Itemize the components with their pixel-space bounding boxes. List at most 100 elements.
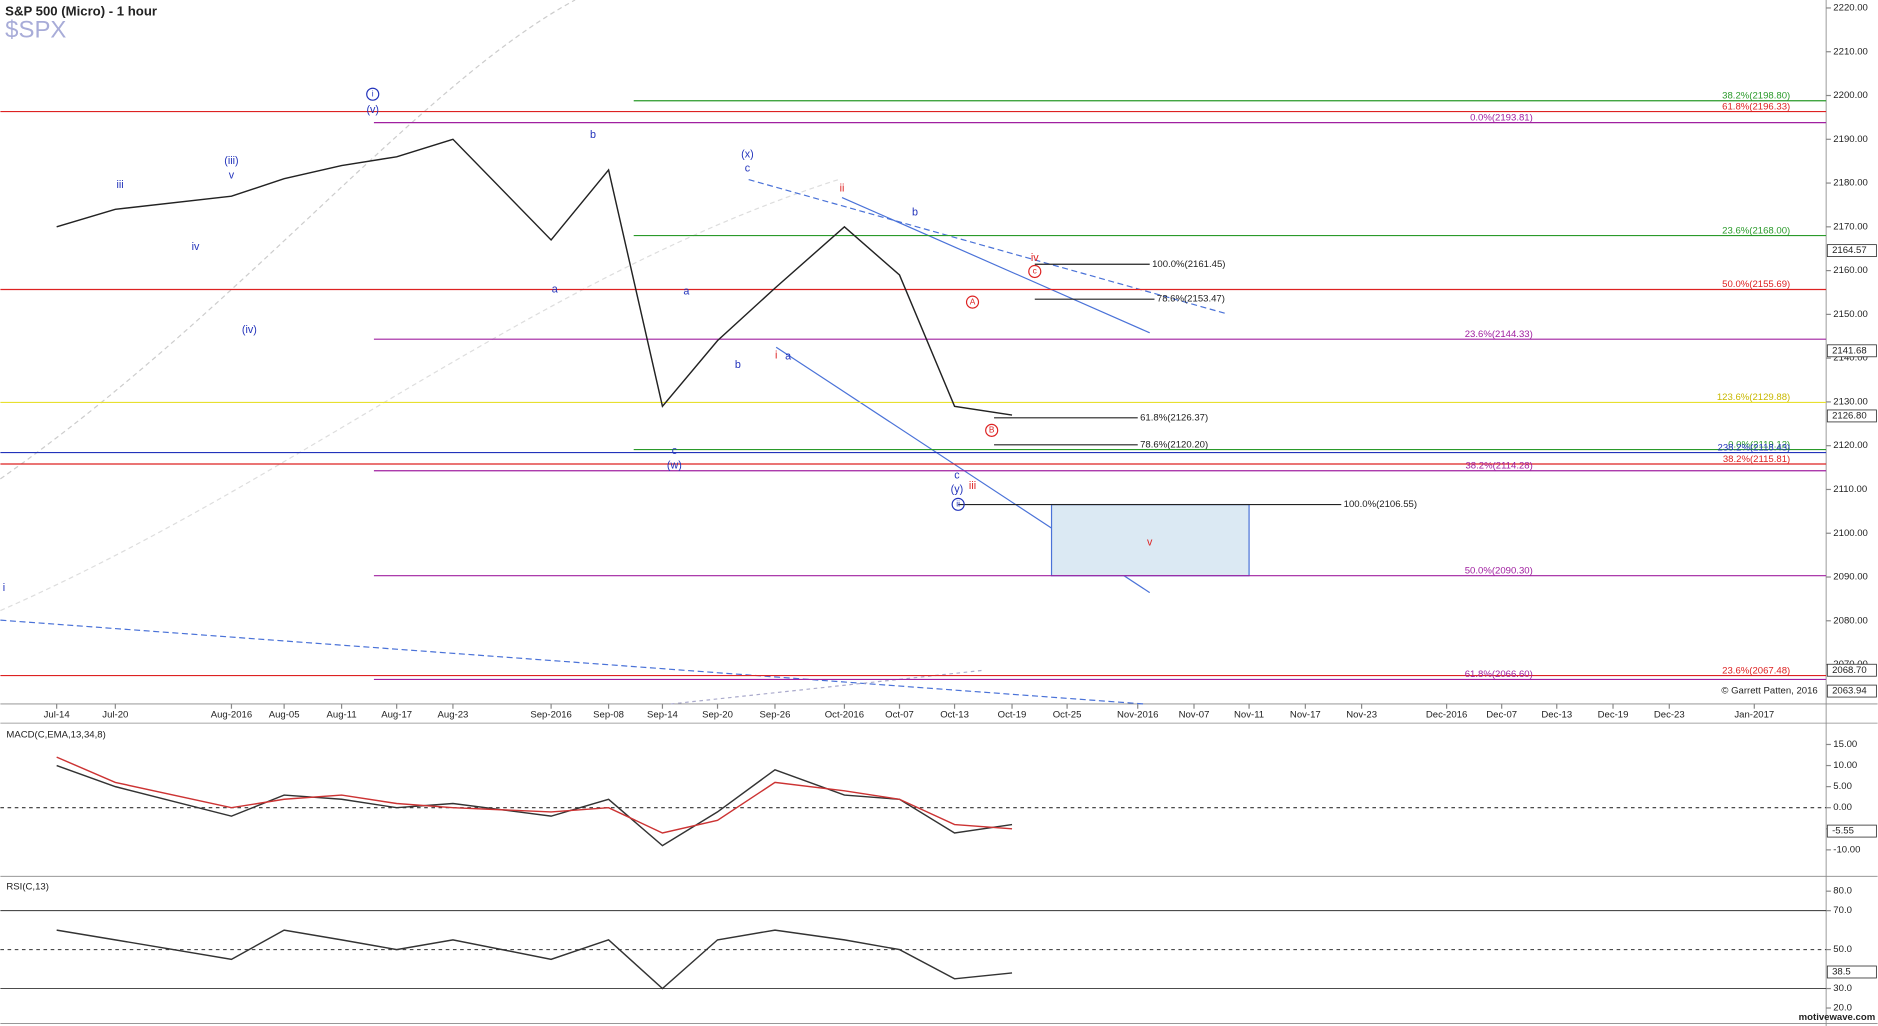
x-tick-label: Aug-23 [438, 709, 469, 720]
wave-label: v [229, 169, 235, 181]
x-tick-label: Nov-2016 [1117, 709, 1158, 720]
series-line [56, 138, 1013, 416]
x-tick-label: Jul-14 [44, 709, 71, 720]
y-tick-label: 2170.00 [1833, 221, 1868, 232]
x-tick-label: Oct-2016 [825, 709, 864, 720]
x-tick-label: Oct-19 [998, 709, 1027, 720]
series-line [56, 756, 1013, 834]
wave-label: c [954, 469, 960, 481]
source: motivewave.com [1799, 1012, 1876, 1023]
x-tick-label: Aug-11 [327, 709, 357, 720]
y-tick-label: 2190.00 [1833, 134, 1868, 145]
wave-circle [1028, 264, 1042, 279]
x-tick-label: Dec-13 [1541, 709, 1572, 720]
wave-label: b [590, 129, 596, 141]
level-label: 238.2%(2118.43) [1718, 442, 1791, 453]
x-tick-label: Dec-07 [1486, 709, 1517, 720]
x-tick-label: Dec-23 [1654, 709, 1685, 720]
wave-label: i [775, 349, 777, 361]
wave-label: (y) [951, 484, 964, 496]
wave-label: (x) [741, 148, 754, 160]
level-label: 0.0%(2193.81) [1470, 112, 1533, 123]
y-tick-label: 2110.00 [1833, 484, 1867, 495]
level-label: 38.2%(2115.81) [1723, 454, 1790, 465]
panel-title: MACD(C,EMA,13,34,8) [6, 730, 105, 741]
price-marker [1826, 824, 1877, 838]
chart-subtitle: $SPX [5, 16, 66, 43]
series-line [56, 764, 1013, 847]
wave-label: (iv) [242, 324, 257, 336]
wave-circle [366, 87, 380, 101]
price-marker-label: 2063.94 [1832, 686, 1867, 697]
level-label: 0.0%(2119.12) [1728, 439, 1790, 450]
series-line [56, 929, 1013, 990]
wave-label: b [912, 207, 918, 219]
price-marker [1826, 244, 1877, 258]
y-tick-label: 2120.00 [1833, 440, 1868, 451]
level-label: 78.6%(2153.47) [1157, 294, 1225, 305]
y-tick-label: 2140.00 [1833, 353, 1868, 364]
y-tick-label: 2090.00 [1833, 572, 1868, 583]
y-tick-label: 0.00 [1833, 802, 1852, 813]
price-marker [1826, 409, 1877, 423]
x-tick-label: Oct-13 [940, 709, 969, 720]
wave-label: v [1147, 536, 1153, 548]
x-tick-label: Aug-05 [269, 709, 300, 720]
level-label: 38.2%(2198.80) [1722, 91, 1790, 102]
y-tick-label: 80.0 [1833, 886, 1852, 897]
trend-line [841, 196, 1150, 334]
y-tick-label: 2150.00 [1833, 309, 1868, 320]
y-tick-label: 30.0 [1833, 983, 1852, 994]
wave-label: i [372, 88, 374, 98]
wave-label: (iii) [224, 155, 238, 167]
wave-circle [965, 295, 980, 309]
x-tick-label: Nov-11 [1234, 709, 1264, 720]
x-tick-label: Jul-20 [102, 709, 128, 720]
wave-label: c [672, 445, 678, 457]
wave-circle [985, 423, 999, 437]
x-tick-label: Dec-19 [1598, 709, 1629, 720]
x-tick-label: Nov-07 [1179, 709, 1210, 720]
price-marker-label: 2126.80 [1832, 410, 1867, 421]
wave-label: a [552, 283, 558, 295]
x-tick-label: Sep-08 [593, 709, 624, 720]
level-label: 61.8%(2126.37) [1140, 412, 1208, 423]
wave-label: ii [956, 499, 960, 509]
wave-label: ii [840, 183, 845, 195]
x-tick-label: Dec-2016 [1426, 709, 1467, 720]
level-label: 100.0%(2106.55) [1344, 499, 1417, 510]
price-marker [1826, 965, 1877, 979]
wave-label: A [970, 296, 976, 306]
wave-label: i [3, 582, 5, 594]
target-box [1050, 503, 1250, 577]
price-marker-label: 2068.70 [1832, 665, 1867, 676]
level-label: 78.6%(2120.20) [1140, 439, 1208, 450]
wave-label: (w) [667, 460, 682, 472]
y-tick-label: 2210.00 [1833, 46, 1868, 57]
moving-average [0, 179, 839, 612]
price-marker-label: -5.55 [1832, 826, 1854, 837]
wave-label: iv [1031, 252, 1039, 264]
y-tick-label: 15.00 [1833, 739, 1857, 750]
level-label: 23.6%(2067.48) [1722, 665, 1790, 676]
y-tick-label: 2200.00 [1833, 90, 1868, 101]
x-tick-label: Sep-14 [647, 709, 679, 720]
wave-label: B [989, 425, 995, 435]
x-tick-label: Sep-26 [760, 709, 791, 720]
y-tick-label: 2160.00 [1833, 265, 1868, 276]
wave-label: iv [192, 241, 200, 253]
level-label: 23.6%(2168.00) [1722, 225, 1790, 236]
wave-label: c [1033, 266, 1037, 276]
wave-label: iii [117, 179, 124, 191]
y-tick-label: 2100.00 [1833, 528, 1868, 539]
wave-label: a [785, 351, 791, 363]
wave-circle [951, 497, 965, 511]
price-marker-label: 38.5 [1832, 967, 1851, 978]
y-tick-label: 50.0 [1833, 944, 1852, 955]
level-label: 38.2%(2114.28) [1465, 460, 1532, 471]
panel-title: RSI(C,13) [6, 882, 49, 893]
y-tick-label: 5.00 [1833, 781, 1852, 792]
